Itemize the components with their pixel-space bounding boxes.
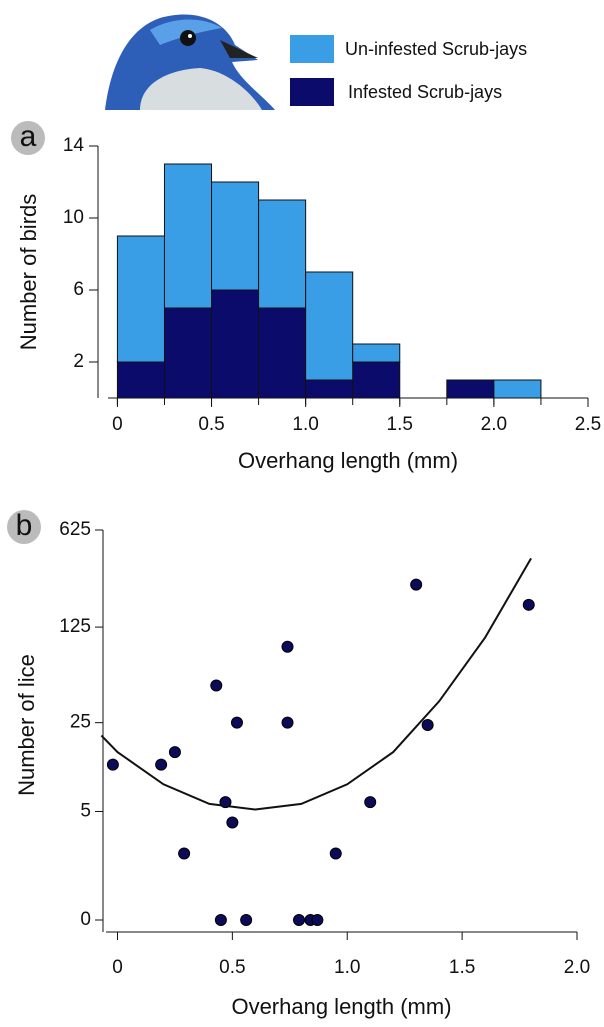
bar: [116, 361, 165, 399]
point: [410, 578, 423, 591]
point: [178, 847, 191, 860]
point: [364, 796, 377, 809]
x-tick-label: 2.5: [575, 414, 601, 435]
point: [226, 816, 239, 829]
y-tick-label: 2: [73, 351, 84, 372]
bar: [163, 163, 213, 309]
bar: [211, 289, 260, 399]
point: [155, 758, 168, 771]
point: [311, 914, 324, 926]
point: [329, 847, 342, 860]
y-axis-title: Number of lice: [14, 654, 39, 796]
y-tick-label: 6: [73, 279, 84, 300]
y-tick-label: 5: [80, 800, 91, 821]
bar: [446, 379, 495, 399]
y-tick-label: 0: [80, 909, 91, 930]
x-tick-label: 0: [112, 414, 123, 435]
point: [240, 914, 253, 926]
y-tick-label: 125: [59, 616, 91, 637]
point: [421, 719, 434, 732]
point: [281, 640, 294, 653]
y-tick-label: 14: [63, 135, 85, 156]
y-axis-title: Number of birds: [16, 194, 41, 351]
bar: [352, 361, 401, 399]
x-tick-label: 1.5: [449, 957, 475, 978]
legend-swatch: [290, 78, 334, 106]
y-tick-label: 25: [70, 712, 91, 733]
x-axis-title: Overhang length (mm): [238, 448, 458, 473]
x-tick-label: 1.0: [334, 957, 360, 978]
point: [214, 914, 227, 926]
point: [210, 679, 223, 692]
legend-label: Infested Scrub-jays: [348, 82, 502, 102]
point: [219, 796, 232, 809]
x-axis-title: Overhang length (mm): [231, 994, 451, 1019]
bar: [163, 307, 213, 399]
x-tick-label: 0.5: [198, 414, 224, 435]
x-tick-label: 0.5: [219, 957, 245, 978]
x-tick-label: 0: [112, 957, 123, 978]
panel-label: a: [20, 120, 37, 153]
legend-label: Un-infested Scrub-jays: [345, 39, 527, 59]
bar: [493, 379, 542, 399]
x-tick-label: 2.0: [481, 414, 507, 435]
point: [168, 746, 181, 759]
point: [292, 914, 305, 926]
legend-swatch: [290, 35, 334, 63]
bar: [258, 307, 307, 399]
y-tick-label: 625: [59, 519, 91, 540]
bar: [116, 235, 165, 363]
bar: [258, 199, 307, 309]
y-tick-label: 10: [63, 207, 84, 228]
bird-illustration: [105, 14, 275, 110]
bar: [305, 271, 354, 381]
bar: [211, 181, 260, 291]
x-tick-label: 1.5: [387, 414, 413, 435]
point: [522, 598, 535, 611]
panel-badge: [11, 121, 45, 155]
panel-badge: [7, 510, 41, 544]
x-tick-label: 2.0: [564, 957, 590, 978]
bar: [352, 343, 401, 363]
point: [281, 716, 294, 729]
legend: Un-infested Scrub-jays Infested Scrub-jay…: [290, 35, 527, 106]
panel-label: b: [16, 509, 33, 542]
fit-line: [100, 557, 532, 811]
point: [230, 716, 243, 729]
point: [106, 758, 119, 771]
x-tick-label: 1.0: [292, 414, 318, 435]
bar: [305, 379, 354, 399]
